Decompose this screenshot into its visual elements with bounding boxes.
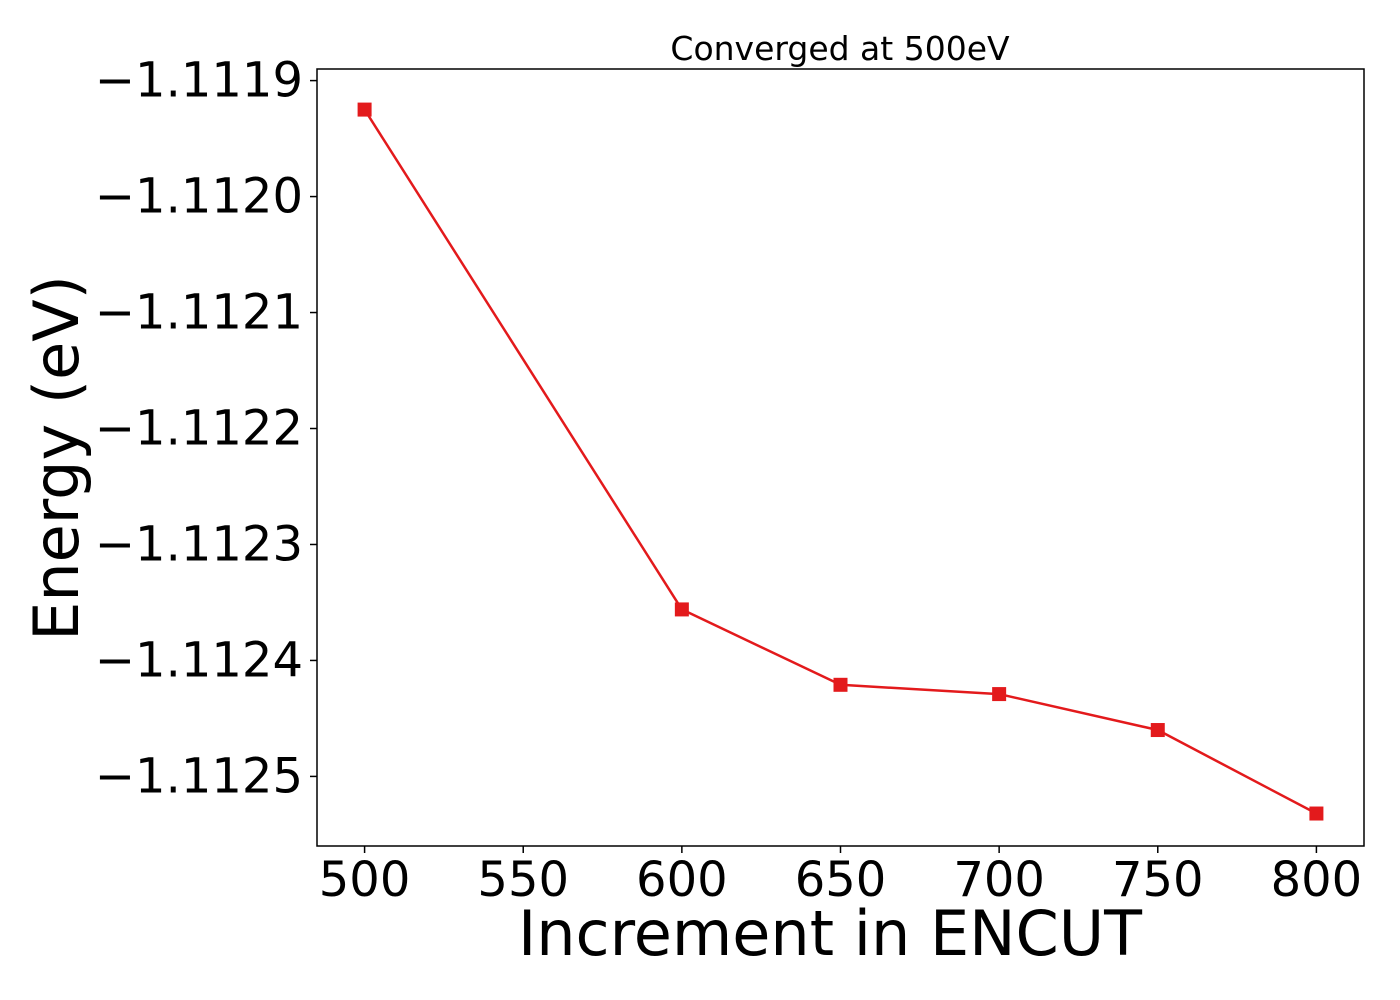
data-point-marker <box>357 102 372 117</box>
y-axis: −1.1119 −1.1120 −1.1121 −1.1122 −1.1123 −1.11… <box>95 53 317 804</box>
data-point-marker <box>992 687 1007 702</box>
y-axis-title: Energy (eV) <box>20 275 93 641</box>
y-tick-label: −1.1123 <box>95 516 303 572</box>
y-tick-label: −1.1125 <box>95 748 303 804</box>
x-axis-title: Increment in ENCUT <box>518 897 1143 970</box>
data-point-marker <box>1309 806 1324 821</box>
data-point-marker <box>833 677 848 692</box>
chart-title: Converged at 500eV <box>670 29 1010 68</box>
y-tick-label: −1.1122 <box>95 401 303 457</box>
x-tick-label: 600 <box>636 852 728 908</box>
series-line <box>363 108 1317 815</box>
x-tick-label: 700 <box>953 852 1045 908</box>
data-point-marker <box>1150 723 1165 738</box>
y-tick-label: −1.1121 <box>95 285 303 341</box>
x-tick-label: 750 <box>1112 852 1204 908</box>
plot-area <box>357 102 1324 821</box>
y-tick-label: −1.1119 <box>95 53 303 109</box>
x-tick-label: 500 <box>319 852 411 908</box>
x-axis: 500 550 600 650 700 750 800 <box>319 846 1362 908</box>
y-tick-label: −1.1120 <box>95 169 303 225</box>
data-point-marker <box>674 602 689 617</box>
x-tick-label: 550 <box>477 852 569 908</box>
x-tick-label: 650 <box>795 852 887 908</box>
y-tick-label: −1.1124 <box>95 632 303 688</box>
x-tick-label: 800 <box>1271 852 1363 908</box>
